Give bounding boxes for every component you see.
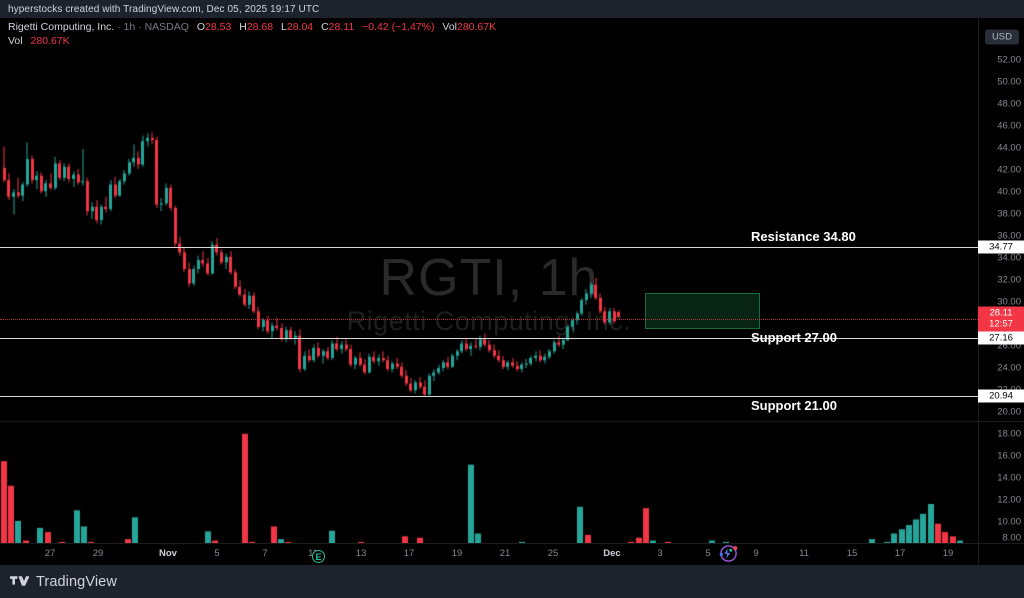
footer-bar: TradingView <box>0 565 1024 598</box>
time-tick: 21 <box>499 548 511 559</box>
price-tick: 36.00 <box>997 230 1021 242</box>
support-21-label[interactable]: Support 21.00 <box>751 398 837 413</box>
price-tick: 30.00 <box>997 296 1021 308</box>
panel-separator <box>978 421 1024 422</box>
caption-bar: hyperstocks created with TradingView.com… <box>0 0 1024 18</box>
price-scale[interactable]: USD 52.00 50.00 48.00 46.00 44.00 42.00 40.00 3… <box>978 18 1024 565</box>
time-tick: 3 <box>657 548 663 559</box>
price-tick: 16.00 <box>997 450 1021 462</box>
last-price-line <box>0 319 978 320</box>
chart-area[interactable]: RGTI, 1h Rigetti Computing, Inc. Rigetti… <box>0 18 1024 565</box>
time-tick: 27 <box>44 548 56 559</box>
badge-price: 34.77 <box>989 241 1013 253</box>
axis-corner <box>978 543 1024 565</box>
support2-price-badge[interactable]: 20.94 <box>978 389 1024 403</box>
currency-button[interactable]: USD <box>984 29 1019 45</box>
caption-text: hyperstocks created with TradingView.com… <box>8 3 320 15</box>
price-tick: 40.00 <box>997 186 1021 198</box>
resistance-line[interactable] <box>0 247 978 248</box>
price-tick: 10.00 <box>997 516 1021 528</box>
badge-price: 27.16 <box>989 332 1013 344</box>
support-27-label[interactable]: Support 27.00 <box>751 330 837 345</box>
time-scale[interactable]: 2729Nov57111317192125Dec35911151719 <box>0 543 1024 565</box>
time-tick: 19 <box>942 548 954 559</box>
time-tick: 11 <box>799 548 809 559</box>
price-tick: 50.00 <box>997 76 1021 88</box>
time-tick: 19 <box>451 548 463 559</box>
tradingview-logo-icon[interactable] <box>10 575 30 588</box>
price-tick: 14.00 <box>997 472 1021 484</box>
time-tick: 13 <box>355 548 367 559</box>
price-and-volume-plot[interactable] <box>0 18 978 543</box>
resistance-price-badge[interactable]: 34.77 <box>978 240 1024 254</box>
support-27-line[interactable] <box>0 338 978 339</box>
time-tick: 9 <box>753 548 759 559</box>
price-tick: 12.00 <box>997 494 1021 506</box>
time-tick: 7 <box>262 548 268 559</box>
time-tick: Dec <box>603 548 621 559</box>
earnings-marker-icon[interactable]: E <box>312 550 325 563</box>
time-tick: 25 <box>547 548 559 559</box>
support-price-badge[interactable]: 27.16 <box>978 331 1024 345</box>
time-tick: 17 <box>403 548 415 559</box>
time-tick: 5 <box>705 548 711 559</box>
support-21-line[interactable] <box>0 396 978 397</box>
price-tick: 44.00 <box>997 142 1021 154</box>
time-tick: 29 <box>92 548 104 559</box>
price-tick: 24.00 <box>997 362 1021 374</box>
last-price-badge[interactable]: 28.11 12:57 <box>978 306 1024 332</box>
price-tick: 26.00 <box>997 340 1021 352</box>
time-tick: 17 <box>894 548 906 559</box>
price-tick: 42.00 <box>997 164 1021 176</box>
time-tick: 15 <box>846 548 858 559</box>
price-tick: 34.00 <box>997 252 1021 264</box>
ai-spark-badge-icon[interactable] <box>718 543 739 564</box>
highlight-rectangle[interactable] <box>645 293 760 329</box>
price-tick: 20.00 <box>997 406 1021 418</box>
badge-countdown: 12:57 <box>989 318 1013 330</box>
price-tick: 18.00 <box>997 428 1021 440</box>
badge-price: 28.11 <box>989 307 1013 319</box>
tradingview-brand-text: TradingView <box>36 573 117 590</box>
resistance-label[interactable]: Resistance 34.80 <box>751 229 856 244</box>
price-tick: 52.00 <box>997 54 1021 66</box>
time-tick: Nov <box>159 548 177 559</box>
price-tick: 32.00 <box>997 274 1021 286</box>
time-tick: 5 <box>214 548 220 559</box>
price-tick: 48.00 <box>997 98 1021 110</box>
price-tick: 8.00 <box>1002 532 1022 544</box>
price-tick: 46.00 <box>997 120 1021 132</box>
price-tick: 38.00 <box>997 208 1021 220</box>
badge-price: 20.94 <box>989 390 1013 402</box>
